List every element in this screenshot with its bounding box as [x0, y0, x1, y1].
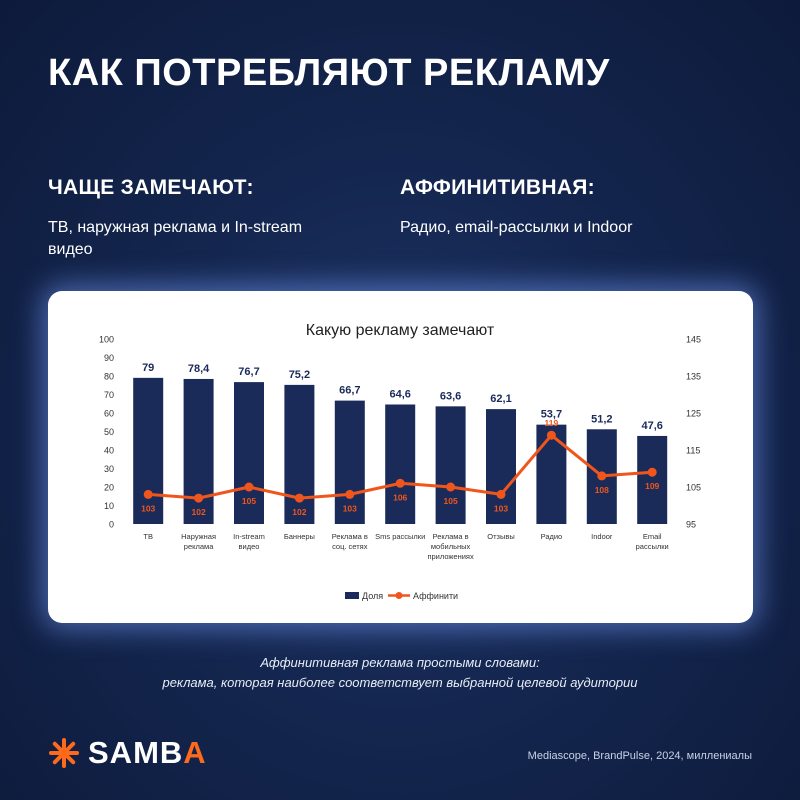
bar-value-label: 62,1 — [490, 393, 511, 405]
y-left-tick-label: 50 — [104, 427, 114, 437]
y-left-tick-label: 60 — [104, 409, 114, 419]
logo-main: SAMB — [88, 735, 184, 770]
category-label: Indoor — [591, 532, 613, 541]
category-label: Радио — [541, 532, 563, 541]
y-right-tick-label: 105 — [686, 483, 701, 493]
y-left-tick-label: 70 — [104, 390, 114, 400]
category-label: рассылки — [636, 542, 669, 551]
category-label: мобильных — [431, 542, 471, 551]
affinity-value-label: 102 — [292, 507, 306, 517]
bar — [334, 400, 365, 524]
bar-value-label: 78,4 — [188, 363, 210, 375]
affinity-point — [546, 430, 556, 440]
category-label: видео — [239, 542, 260, 551]
affinity-point — [345, 489, 355, 499]
y-left-tick-label: 90 — [104, 353, 114, 363]
category-label: Email — [643, 532, 662, 541]
affinity-value-label: 103 — [141, 503, 155, 513]
category-label: соц. сетях — [332, 542, 368, 551]
bar-value-label: 76,7 — [238, 366, 259, 378]
category-label: приложениях — [427, 552, 474, 561]
category-label: In-stream — [233, 532, 265, 541]
bar — [637, 435, 668, 524]
y-right-tick-label: 135 — [686, 372, 701, 382]
y-right-tick-label: 125 — [686, 409, 701, 419]
bar-value-label: 66,7 — [339, 385, 360, 397]
legend-line-marker — [395, 592, 403, 599]
affinity-point — [244, 482, 254, 492]
y-left-tick-label: 20 — [104, 483, 114, 493]
bar — [385, 404, 416, 524]
affinity-point — [294, 493, 304, 503]
bar-value-label: 53,7 — [541, 409, 562, 421]
chart: Какую рекламу замечают 0 10 20 30 40 50 60 70 80 9… — [99, 322, 701, 601]
logo-accent: A — [183, 735, 207, 770]
affinity-value-label: 106 — [393, 492, 407, 502]
y-left-tick-label: 40 — [104, 446, 114, 456]
bar — [284, 384, 315, 524]
category-label: Отзывы — [487, 532, 514, 541]
affinity-point — [395, 478, 405, 488]
bar — [536, 424, 567, 524]
source-text: Mediascope, BrandPulse, 2024, миллениалы — [527, 750, 752, 762]
bar-value-label: 64,6 — [389, 388, 410, 400]
bar-value-label: 63,6 — [440, 390, 461, 402]
y-left-tick-label: 100 — [99, 335, 114, 345]
category-label: Реклама в — [433, 532, 469, 541]
y-left-tick-label: 30 — [104, 464, 114, 474]
category-label: Баннеры — [284, 532, 315, 541]
bar-value-label: 51,2 — [591, 413, 612, 425]
chart-title: Какую рекламу замечают — [306, 322, 495, 339]
affinity-point — [446, 482, 456, 492]
affinity-point — [597, 471, 607, 481]
legend-bar-swatch — [345, 592, 359, 599]
affinity-note: Аффинитивная реклама простыми словами: р… — [0, 653, 800, 693]
left-column-heading: ЧАЩЕ ЗАМЕЧАЮТ: — [48, 176, 254, 199]
affinity-value-label: 102 — [192, 507, 206, 517]
bar-value-label: 75,2 — [289, 369, 310, 381]
logo-wordmark: SAMBA — [88, 735, 207, 771]
y-left-tick-label: 10 — [104, 501, 114, 511]
y-right-tick-label: 115 — [686, 446, 700, 456]
affinity-point — [194, 493, 204, 503]
affinity-value-label: 108 — [595, 485, 609, 495]
legend-line-label: Аффинити — [413, 591, 458, 601]
right-column-heading: АФФИНИТИВНАЯ: — [400, 176, 595, 199]
category-label: реклама — [184, 542, 214, 551]
bar — [133, 377, 164, 524]
affinity-value-label: 109 — [645, 481, 659, 491]
right-column-text: Радио, email-рассылки и Indoor — [400, 219, 633, 236]
legend-bar-label: Доля — [362, 591, 383, 601]
affinity-point — [143, 489, 153, 499]
page-title: КАК ПОТРЕБЛЯЮТ РЕКЛАМУ — [48, 52, 610, 94]
affinity-point — [496, 489, 506, 499]
y-right-tick-label: 95 — [686, 520, 696, 530]
affinity-value-label: 103 — [343, 503, 357, 513]
category-label: ТВ — [143, 532, 153, 541]
bar-value-label: 47,6 — [641, 420, 662, 432]
category-label: Наружная — [181, 532, 216, 541]
category-label: Реклама в — [332, 532, 368, 541]
category-label: Sms рассылки — [375, 532, 425, 541]
affinity-value-label: 105 — [242, 496, 256, 506]
chart-card: Какую рекламу замечают 0 10 20 30 40 50 60 70 80 9… — [48, 291, 753, 623]
samba-logo: SAMBA — [48, 735, 207, 771]
affinity-value-label: 119 — [545, 418, 559, 428]
bar — [486, 409, 516, 524]
asterisk-icon — [49, 738, 79, 768]
note-line-1: Аффинитивная реклама простыми словами: — [260, 655, 540, 670]
y-left-tick-label: 0 — [109, 520, 114, 530]
bar-value-label: 79 — [142, 362, 154, 374]
y-right-tick-label: 145 — [686, 335, 701, 345]
left-column-text: ТВ, наружная реклама и In-stream видео — [48, 219, 303, 258]
affinity-point — [647, 467, 657, 477]
affinity-value-label: 103 — [494, 503, 508, 513]
note-line-2: реклама, которая наиболее соответствует … — [162, 675, 638, 690]
y-left-tick-label: 80 — [104, 372, 114, 382]
affinity-value-label: 105 — [444, 496, 458, 506]
bar — [435, 406, 466, 524]
bar — [234, 382, 264, 524]
